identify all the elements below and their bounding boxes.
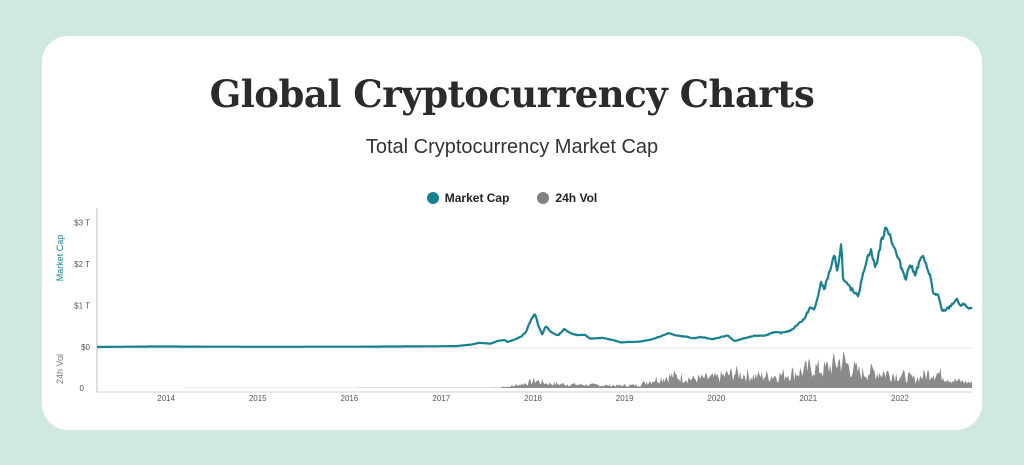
chart-legend: Market Cap 24h Vol [0, 191, 1024, 205]
x-tick-label: 2016 [341, 394, 359, 403]
x-tick-label: 2019 [616, 394, 634, 403]
legend-market-cap-dot [426, 192, 439, 204]
legend-market-cap-label: Market Cap [444, 191, 510, 205]
x-tick-label: 2015 [249, 394, 267, 403]
y-tick-label: $3 T [74, 219, 90, 228]
legend-volume-label: 24h Vol [555, 191, 598, 205]
y-axis-title-volume: 24h Vol [55, 354, 65, 384]
x-tick-label: 2017 [432, 394, 450, 403]
y-tick-label: $0 [81, 343, 90, 352]
vol-tick-label: 0 [80, 384, 85, 393]
legend-volume-dot [537, 192, 550, 204]
legend-item-market-cap[interactable]: Market Cap [426, 191, 510, 205]
y-tick-label: $2 T [74, 260, 90, 269]
market-cap-line [96, 226, 973, 349]
y-tick-label: $1 T [74, 302, 90, 311]
chart-card [42, 36, 982, 430]
volume-area [97, 351, 972, 388]
x-tick-label: 2022 [891, 394, 909, 403]
x-tick-label: 2018 [524, 394, 542, 403]
x-tick-label: 2020 [707, 394, 725, 403]
legend-item-volume[interactable]: 24h Vol [537, 191, 597, 205]
x-tick-label: 2014 [157, 394, 175, 403]
chart-subtitle: Total Cryptocurrency Market Cap [365, 136, 659, 158]
x-tick-label: 2021 [799, 394, 817, 403]
page-title: Global Cryptocurrency Charts [209, 72, 815, 116]
y-axis-title-market-cap: Market Cap [55, 235, 65, 282]
